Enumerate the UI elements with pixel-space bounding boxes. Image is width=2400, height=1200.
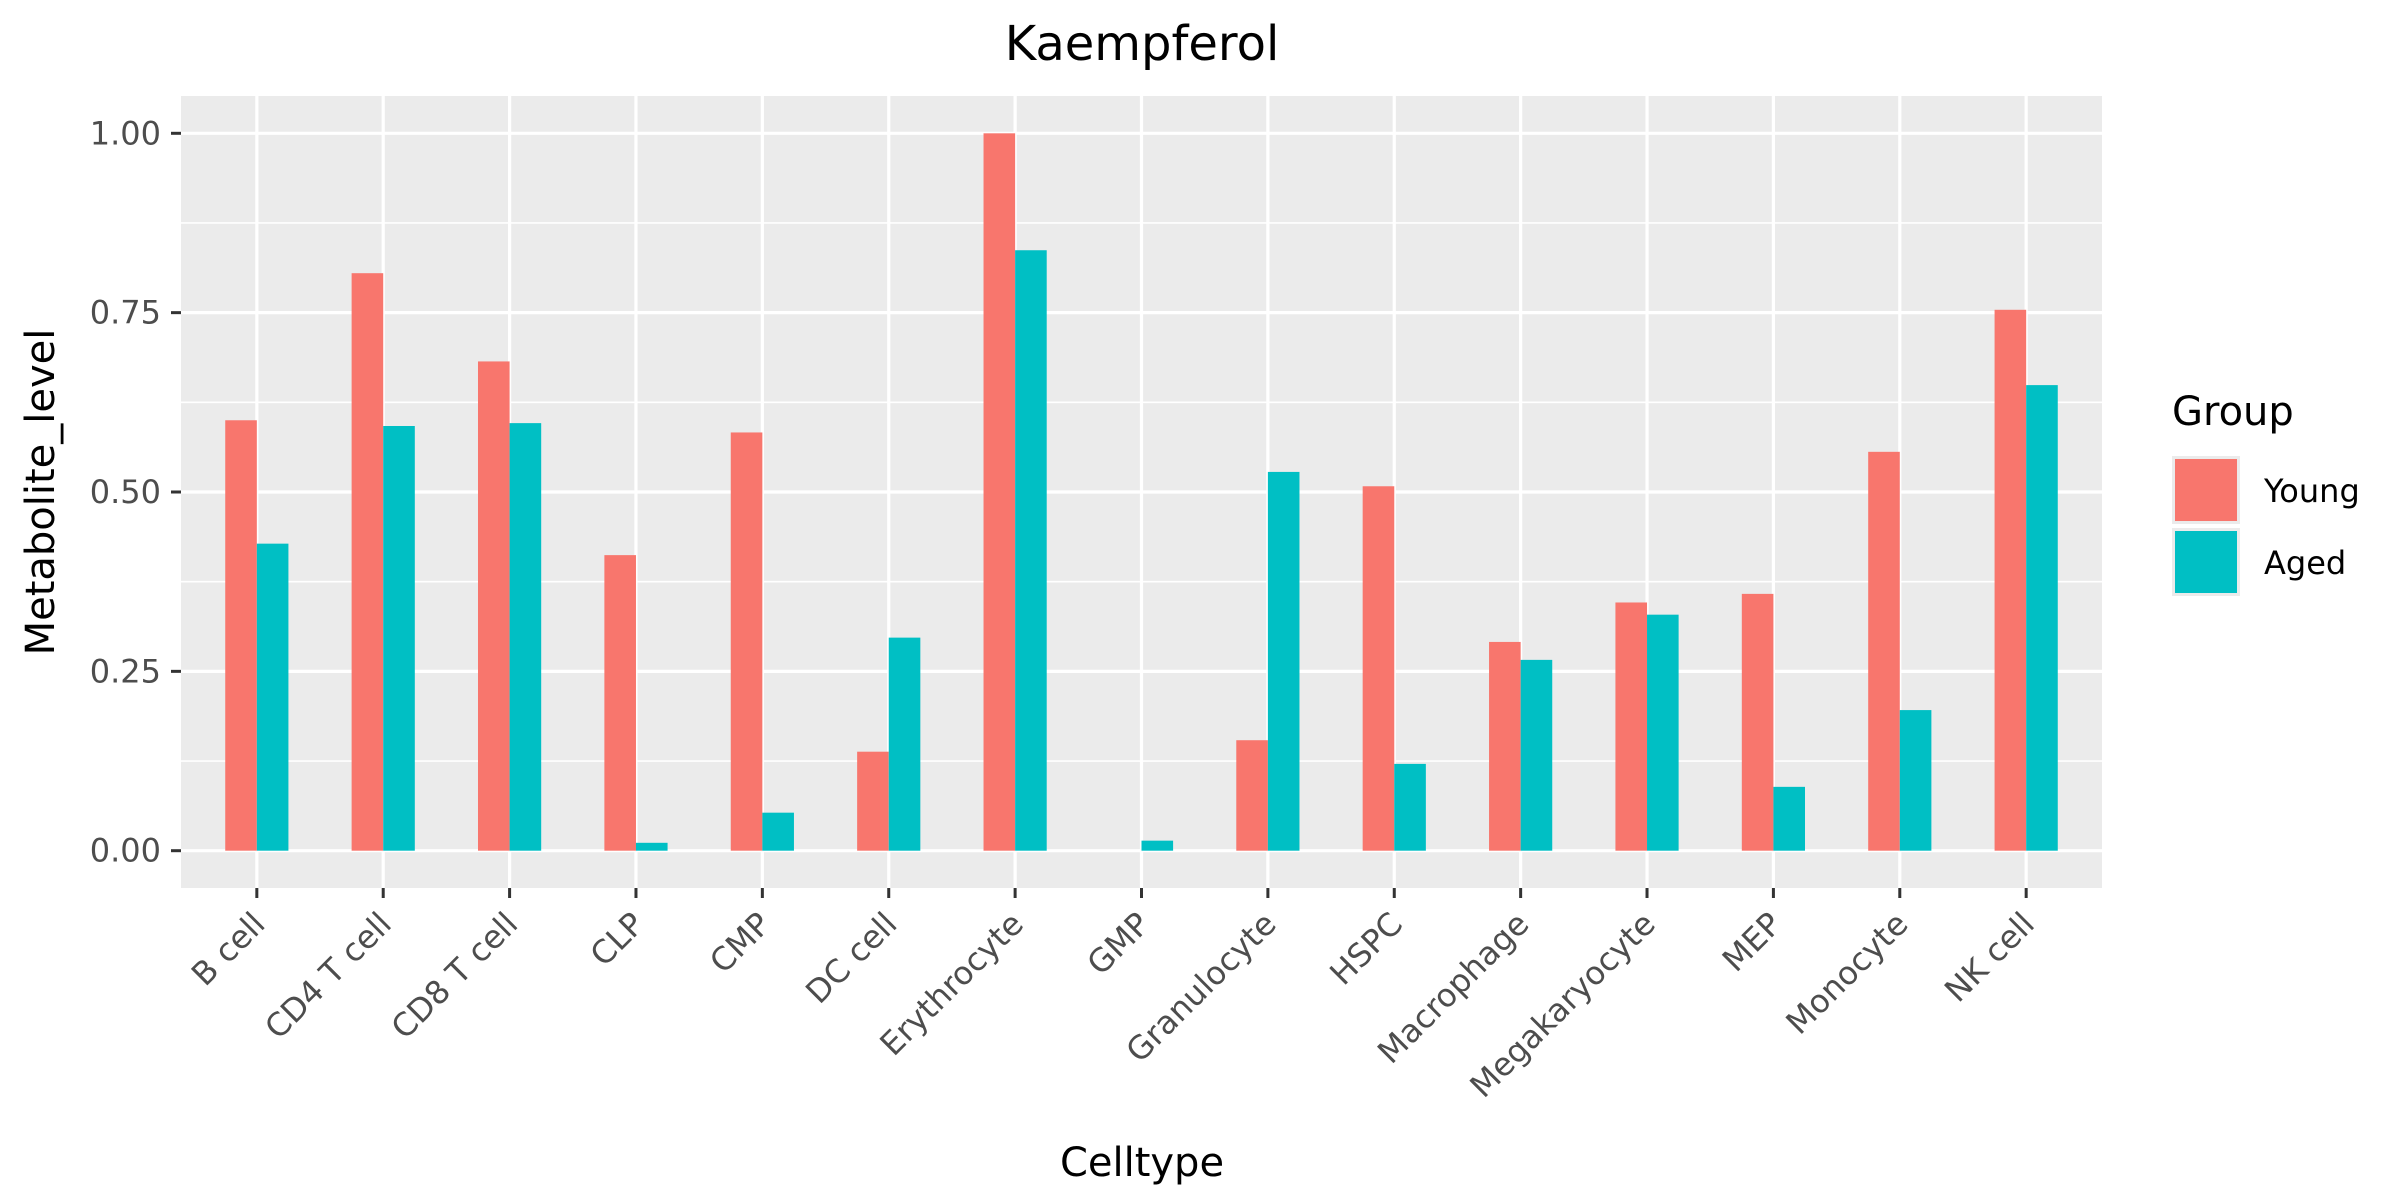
legend-label-aged: Aged — [2264, 544, 2346, 582]
legend-label-young: Young — [2263, 472, 2360, 510]
bar-young — [1741, 593, 1774, 851]
y-tick-label: 1.00 — [90, 114, 161, 152]
bar-young — [1868, 451, 1900, 851]
bar-young — [351, 273, 384, 851]
bar-young — [1489, 641, 1521, 851]
y-tick-label: 0.50 — [90, 473, 161, 511]
y-tick-label: 0.75 — [90, 294, 161, 332]
bar-aged — [1647, 614, 1679, 851]
bar-young — [604, 555, 636, 851]
legend-items: Young Aged — [2172, 456, 2360, 596]
bar-aged — [1773, 786, 1806, 851]
legend: Group Young Aged — [2172, 389, 2360, 596]
bar-young — [857, 751, 889, 851]
bar-aged — [1267, 471, 1300, 851]
bar-young — [477, 361, 510, 851]
legend-key-young — [2175, 459, 2237, 521]
bar-young — [983, 133, 1016, 851]
bar-young — [1236, 740, 1268, 851]
bar-young — [730, 432, 763, 851]
bar-aged — [2026, 385, 2058, 851]
bar-aged — [1899, 710, 1932, 851]
bar-aged — [1015, 250, 1047, 851]
y-axis-title: Metabolite_level — [18, 329, 64, 656]
bar-aged — [635, 842, 668, 851]
bar-aged — [762, 812, 794, 851]
bar-young — [1362, 486, 1395, 851]
bar-aged — [383, 426, 415, 851]
legend-key-aged — [2175, 531, 2237, 593]
bar-aged — [1520, 659, 1553, 851]
bar-young — [1615, 602, 1648, 851]
bar-aged — [256, 543, 289, 851]
x-axis-title: Celltype — [1060, 1140, 1224, 1186]
bar-young — [225, 420, 257, 851]
chart-title: Kaempferol — [1005, 16, 1280, 72]
legend-title: Group — [2172, 389, 2294, 435]
bar-aged — [1141, 840, 1174, 851]
bar-aged — [1394, 763, 1426, 851]
bar-young — [1994, 309, 2027, 851]
bar-aged — [509, 423, 542, 851]
bar-aged — [888, 637, 921, 851]
y-tick-label: 0.25 — [90, 652, 161, 690]
bar-layer — [225, 133, 2058, 851]
y-tick-label: 0.00 — [90, 832, 161, 870]
